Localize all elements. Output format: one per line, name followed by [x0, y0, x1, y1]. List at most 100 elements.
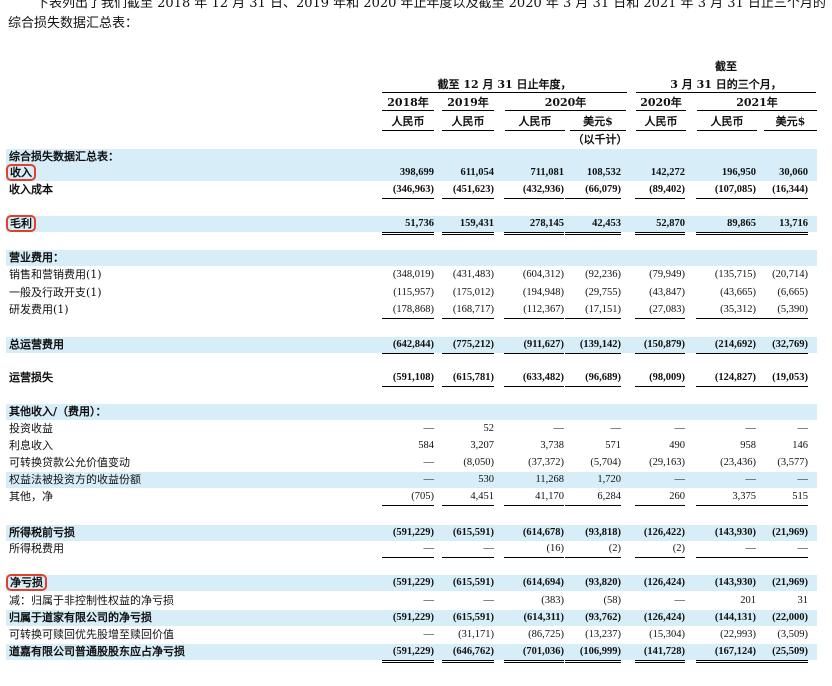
table-cell: 11,268	[535, 474, 565, 485]
row-label: 运营损失	[9, 371, 53, 384]
table-cell: (124,827)	[696, 370, 756, 387]
table-row: 毛利 51,736 159,431 278,145 42,453 52,870 89,865…	[6, 215, 817, 235]
row-label: 收入成本	[9, 183, 53, 196]
table-cell: (5,390)	[755, 302, 808, 319]
table-cell: —	[696, 541, 756, 558]
table-cell: (633,482)	[504, 370, 564, 387]
row-label: 可转换贷款公允价值变动	[9, 456, 130, 469]
table-cell: (614,678)	[522, 527, 564, 538]
table-row: 归属于道家有限公司的净亏损 (591,229) (615,591) (614,311)…	[6, 610, 817, 626]
currency-rule-7	[764, 130, 817, 131]
table-cell: (17,151)	[565, 302, 621, 319]
table-cell: —	[745, 474, 757, 485]
currency-header-5: 人民币	[644, 115, 678, 128]
table-cell: —	[553, 423, 565, 434]
year-rule-q2021	[697, 110, 817, 111]
table-cell: (21,969)	[772, 527, 808, 538]
table-cell: 260	[635, 489, 685, 506]
table-cell: —	[797, 423, 809, 434]
row-label: 归属于道家有限公司的净亏损	[9, 611, 152, 624]
table-cell: (23,436)	[720, 457, 756, 468]
table-cell: (615,591)	[452, 612, 494, 623]
table-cell: (150,879)	[635, 337, 685, 354]
table-cell: (106,999)	[565, 644, 621, 663]
table-cell: (19,053)	[755, 370, 808, 387]
interim-group-header-line2: 3 月 31 日的三个月，	[670, 78, 782, 91]
table-cell: (79,949)	[649, 269, 685, 280]
table-cell: (29,163)	[649, 457, 685, 468]
table-cell: (92,236)	[585, 269, 621, 280]
table-row: 可转换贷款公允价值变动 — (8,050) (37,372) (5,704) (29,16…	[6, 455, 817, 471]
table-cell: 530	[478, 474, 494, 485]
table-cell: 398,699	[399, 167, 434, 178]
currency-rule-3	[505, 130, 565, 131]
table-cell: 196,950	[721, 167, 756, 178]
table-cell: 51,736	[382, 216, 434, 235]
table-cell: 108,532	[586, 167, 621, 178]
row-label: 其他收入/（费用）：	[9, 405, 107, 418]
table-cell: 201	[740, 595, 756, 606]
currency-rule-6	[697, 130, 757, 131]
table-cell: 3,207	[470, 440, 494, 451]
table-row: 运营损失 (591,108) (615,781) (633,482) (96,689) (…	[6, 370, 817, 387]
currency-header-2: 人民币	[451, 115, 485, 128]
table-cell: (2)	[635, 541, 685, 558]
interim-group-header-line1: 截至	[715, 60, 737, 73]
table-cell: 3,375	[696, 489, 756, 506]
table-cell: (6,665)	[777, 287, 808, 298]
row-label: 投资收益	[9, 422, 53, 435]
row-label: 总运营费用	[9, 338, 64, 351]
table-cell: (22,000)	[772, 612, 808, 623]
table-cell: (35,312)	[696, 302, 756, 319]
intro-paragraph: 下表列出了我们截至 2018 年 12 月 31 日、2019 年和 2020 …	[8, 0, 826, 31]
currency-rule-2	[442, 130, 494, 131]
table-cell: (194,948)	[522, 287, 564, 298]
table-cell: (27,083)	[635, 302, 685, 319]
table-cell: (701,036)	[504, 644, 564, 663]
table-cell: (143,930)	[714, 577, 756, 588]
table-row: 投资收益 — 52 — — — — —	[6, 421, 817, 437]
table-cell: (705)	[382, 489, 434, 506]
table-cell: —	[674, 423, 686, 434]
table-cell: —	[382, 541, 434, 558]
row-label: 研发费用(1)	[9, 303, 69, 316]
year-2020-header: 2020年	[544, 96, 587, 109]
table-cell: 159,431	[442, 216, 494, 235]
table-cell: (93,818)	[585, 527, 621, 538]
header-rule-interim	[636, 92, 816, 93]
currency-rule-4	[570, 130, 626, 131]
row-label: 利息收入	[9, 439, 53, 452]
table-cell: (15,304)	[649, 629, 685, 640]
row-label: 毛利	[6, 215, 36, 232]
table-cell: (37,372)	[528, 457, 564, 468]
currency-header-3: 人民币	[518, 115, 552, 128]
table-row: 其他，净 (705) 4,451 41,170 6,284 260 3,375 515	[6, 489, 817, 506]
table-cell: 52,870	[635, 216, 685, 235]
table-cell: (615,591)	[452, 577, 494, 588]
table-cell: (66,079)	[565, 182, 621, 199]
row-label: 收入	[6, 164, 36, 181]
currency-rule-5	[636, 130, 686, 131]
quarter-2021-header: 2021年	[736, 96, 778, 109]
table-cell: (43,847)	[649, 287, 685, 298]
table-cell: —	[745, 423, 757, 434]
table-cell: (141,728)	[635, 644, 685, 663]
table-cell: 958	[740, 440, 756, 451]
table-cell: (16,344)	[755, 182, 808, 199]
table-cell: (591,108)	[382, 370, 434, 387]
table-cell: (591,229)	[382, 644, 434, 663]
year-2018-header: 2018年	[387, 96, 429, 109]
table-cell: (22,993)	[720, 629, 756, 640]
table-row: 所得税费用 — — (16) (2) (2) — —	[6, 541, 817, 558]
table-cell: (178,868)	[382, 302, 434, 319]
table-cell: (126,422)	[643, 527, 685, 538]
table-cell: —	[755, 541, 808, 558]
table-cell: (431,483)	[452, 269, 494, 280]
table-cell: (144,131)	[714, 612, 756, 623]
row-label: 其他，净	[9, 490, 53, 503]
table-cell: (167,124)	[696, 644, 756, 663]
row-label: 营业费用：	[9, 251, 64, 264]
row-label: 权益法被投资方的收益份额	[9, 473, 141, 486]
row-label: 销售和营销费用(1)	[9, 268, 102, 281]
row-label: 道嘉有限公司普通股股东应占净亏损	[9, 645, 185, 658]
